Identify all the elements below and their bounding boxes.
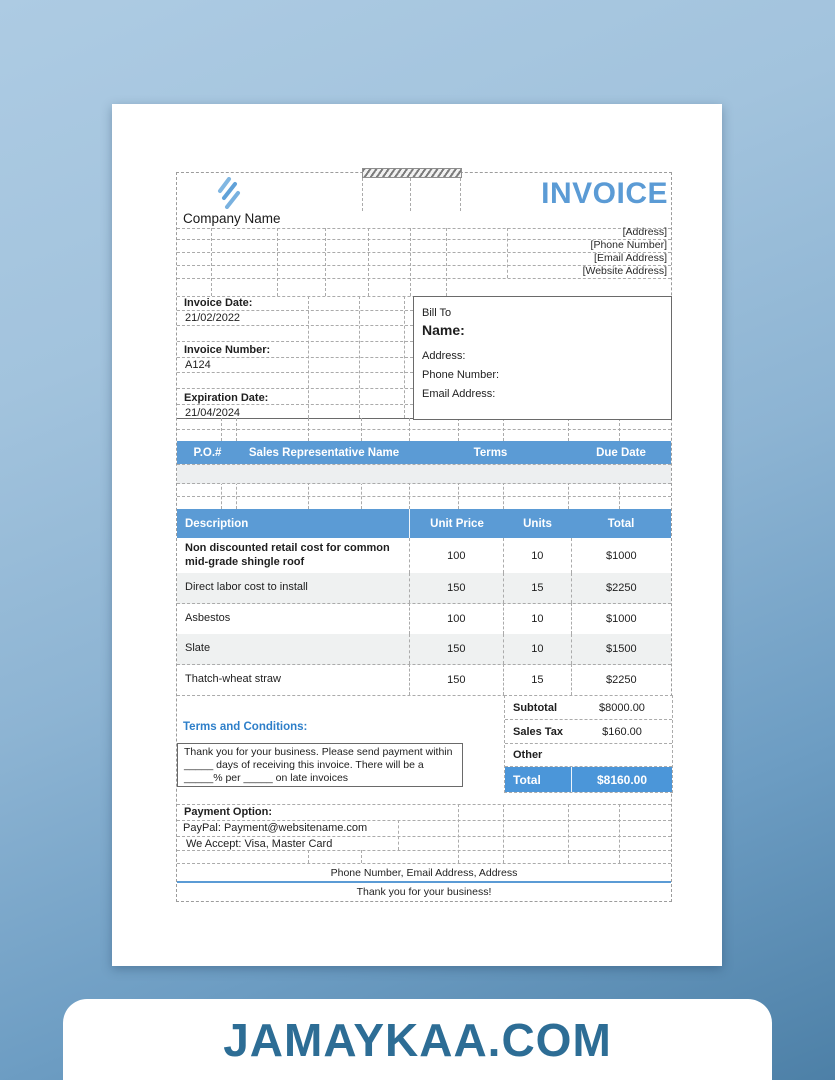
- item-description: Slate: [185, 642, 211, 655]
- accepted-cards-line: We Accept: Visa, Master Card: [186, 838, 333, 850]
- table-row: Slate 150 10 $1500: [177, 634, 671, 665]
- payment-option-heading: Payment Option:: [184, 806, 273, 818]
- invoice-date-value: 21/02/2022: [185, 312, 241, 324]
- bill-to-box: Bill To Name: Address: Phone Number: Ema…: [413, 296, 672, 420]
- table-row: Asbestos 100 10 $1000: [177, 603, 671, 635]
- item-unit-price: 100: [408, 538, 503, 573]
- item-description: Thatch-wheat straw: [185, 672, 281, 685]
- bill-to-name-label: Name:: [422, 322, 465, 338]
- footer-divider: [177, 881, 671, 883]
- item-total: $1000: [570, 538, 671, 573]
- description-header: Description: [177, 509, 410, 538]
- item-description: Asbestos: [185, 611, 231, 624]
- total-header: Total: [571, 509, 671, 538]
- hatched-border-strip: [362, 168, 462, 178]
- item-description: Direct labor cost to install: [185, 581, 308, 594]
- item-unit-price: 100: [408, 603, 503, 634]
- terms-line: Thank you for your business. Please send…: [184, 746, 453, 758]
- bill-to-email-label: Email Address:: [422, 388, 496, 400]
- bill-to-heading: Bill To: [422, 307, 452, 319]
- units-header: Units: [504, 509, 572, 538]
- company-email-placeholder: [Email Address]: [594, 252, 667, 264]
- unit-price-header: Unit Price: [410, 509, 505, 538]
- table-row: Non discounted retail cost for common mi…: [177, 538, 671, 574]
- total-row: Total $8160.00: [505, 767, 672, 792]
- invoice-page: INVOICE Company Name [Address] [Phone Nu…: [112, 104, 722, 966]
- other-row: Other: [505, 744, 672, 767]
- brand-card: JAMAYKAA.COM: [63, 999, 772, 1080]
- grand-total-label: Total: [505, 767, 572, 792]
- due-date-header: Due Date: [571, 441, 671, 464]
- sales-tax-row: Sales Tax $160.00: [505, 720, 672, 744]
- bill-to-phone-label: Phone Number:: [422, 369, 500, 381]
- expiration-date-label: Expiration Date:: [184, 392, 269, 404]
- item-total: $2250: [570, 664, 671, 695]
- brand-website-text: JAMAYKAA.COM: [223, 1014, 612, 1066]
- subtotal-value: $8000.00: [599, 701, 645, 714]
- invoice-number-label: Invoice Number:: [184, 344, 271, 356]
- sales-tax-value: $160.00: [602, 725, 642, 738]
- company-address-placeholder: [Address]: [622, 226, 667, 238]
- company-phone-placeholder: [Phone Number]: [590, 239, 667, 251]
- invoice-date-label: Invoice Date:: [184, 297, 253, 309]
- company-website-placeholder: [Website Address]: [582, 265, 667, 277]
- item-unit-price: 150: [408, 634, 503, 664]
- item-units: 10: [503, 603, 571, 634]
- bill-to-address-label: Address:: [422, 350, 466, 362]
- summary-box: Subtotal $8000.00 Sales Tax $160.00 Othe…: [504, 695, 673, 793]
- terms-header: Terms: [410, 441, 572, 464]
- company-logo-icon: [215, 177, 243, 212]
- table-row: Direct labor cost to install 150 15 $225…: [177, 573, 671, 604]
- item-total: $2250: [570, 573, 671, 603]
- item-units: 10: [503, 634, 571, 664]
- item-unit-price: 150: [408, 573, 503, 603]
- subtotal-row: Subtotal $8000.00: [505, 696, 672, 720]
- subtotal-label: Subtotal: [513, 701, 557, 714]
- item-total: $1000: [570, 603, 671, 634]
- grand-total-value: $8160.00: [596, 772, 648, 787]
- item-total: $1500: [570, 634, 671, 664]
- item-description: Non discounted retail cost for common mi…: [185, 542, 390, 568]
- expiration-date-value: 21/04/2024: [185, 407, 241, 419]
- item-units: 10: [503, 538, 571, 573]
- invoice-title: INVOICE: [541, 177, 668, 210]
- sales-tax-label: Sales Tax: [513, 725, 563, 738]
- footer-thanks-line: Thank you for your business!: [356, 886, 492, 898]
- other-label: Other: [513, 749, 543, 761]
- item-units: 15: [503, 573, 571, 603]
- table-row: Thatch-wheat straw 150 15 $2250: [177, 664, 671, 696]
- terms-conditions-box: Thank you for your business. Please send…: [177, 743, 463, 787]
- terms-line: _____% per _____ on late invoices: [184, 772, 349, 784]
- sales-rep-header: Sales Representative Name: [238, 441, 411, 464]
- paypal-line: PayPal: Payment@websitename.com: [183, 822, 368, 834]
- company-name: Company Name: [183, 211, 281, 226]
- invoice-number-value: A124: [185, 359, 211, 371]
- po-number-header: P.O.#: [177, 441, 239, 464]
- terms-conditions-heading: Terms and Conditions:: [183, 721, 308, 733]
- item-units: 15: [503, 664, 571, 695]
- footer-contact-line: Phone Number, Email Address, Address: [330, 867, 518, 879]
- terms-line: _____ days of receiving this invoice. Th…: [184, 759, 424, 771]
- po-entry-row: [177, 464, 671, 484]
- invoice-sheet: INVOICE Company Name [Address] [Phone Nu…: [176, 168, 673, 902]
- item-unit-price: 150: [408, 664, 503, 695]
